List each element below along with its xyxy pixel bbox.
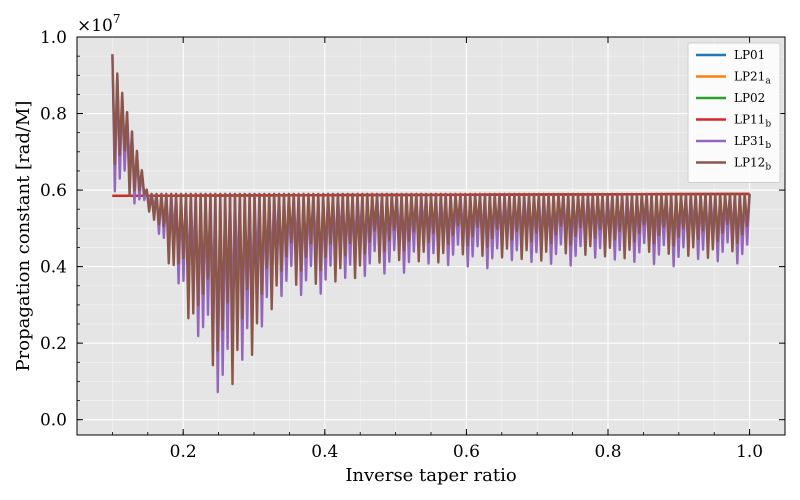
series-layer [111, 54, 751, 394]
x-axis-label: Inverse taper ratio [345, 465, 516, 486]
legend: LP01 LP21a LP02 LP11b LP31b LP12b [687, 42, 781, 183]
x-tick-label: 0.8 [594, 442, 621, 462]
ticks: 0.2 0.4 0.6 0.8 1.0 0.0 0.2 0.4 0.6 0.8 1.0 [40, 28, 785, 462]
y-tick-label: 0.0 [40, 411, 67, 431]
x-tick-label: 0.4 [311, 442, 338, 462]
y-axis-label: Propagation constant [rad/M] [13, 101, 34, 372]
y-tick-label: 0.2 [40, 334, 67, 354]
x-tick-label: 1.0 [736, 442, 763, 462]
x-tick-label: 0.2 [170, 442, 197, 462]
legend-label: LP02 [734, 91, 765, 105]
legend-box [687, 42, 781, 183]
y-tick-label: 1.0 [40, 28, 67, 48]
legend-label: LP21a [734, 70, 771, 87]
legend-label: LP11b [734, 113, 771, 130]
grid [77, 36, 785, 435]
legend-label: LP12b [734, 156, 771, 173]
legend-label: LP31b [734, 134, 771, 151]
y-tick-label: 0.4 [40, 258, 67, 278]
y-tick-label: 0.6 [40, 181, 67, 201]
y-tick-label: 0.8 [40, 105, 67, 125]
y-multiplier: ×107 [77, 12, 121, 36]
x-tick-label: 0.6 [453, 442, 480, 462]
legend-label: LP01 [734, 48, 765, 62]
series-line-LP12b [111, 54, 751, 386]
